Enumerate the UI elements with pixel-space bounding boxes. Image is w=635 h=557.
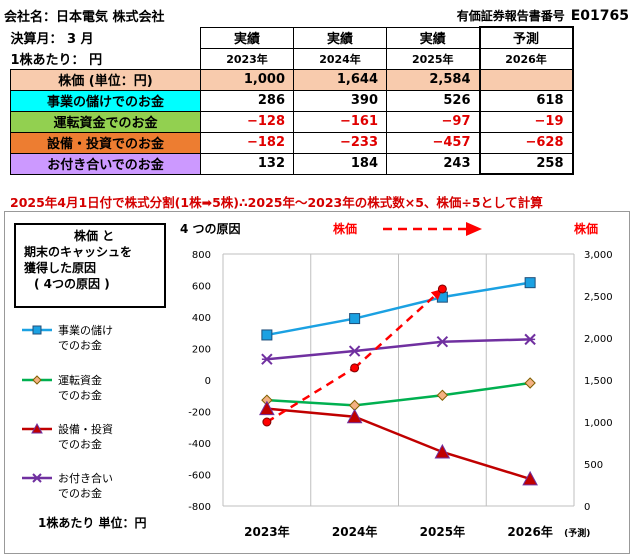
chart-annotations: 4 つの原因 株価 株価: [180, 221, 598, 236]
chart-frame: [4, 211, 630, 554]
x-tick-label: 2026年: [507, 524, 552, 539]
y-tick-label-left: 400: [192, 313, 211, 324]
table-cell: [478, 68, 574, 91]
table-row: お付き合いでのお金 132 184 243 258: [10, 152, 574, 175]
data-point: [261, 329, 273, 341]
data-point: [346, 408, 363, 424]
table-row: 事業の儲けでのお金 286 390 526 618: [10, 89, 574, 112]
col-type: 実績: [200, 26, 294, 49]
table-cell: 1,000: [200, 68, 294, 91]
legend-title-line: 獲得した原因: [24, 261, 97, 275]
row-label: 設備・投資でのお金: [10, 131, 201, 154]
document-id: 有価証券報告書番号 E01765: [457, 7, 629, 24]
table-cell: 132: [200, 152, 294, 175]
table-cell: 258: [478, 152, 574, 175]
row-label: 株価 (単位：円): [10, 68, 201, 91]
legend-marker: [32, 325, 42, 335]
col-year: 2025年: [386, 47, 480, 70]
data-point: [522, 470, 538, 486]
chart-plot: [259, 277, 538, 486]
col-year: 2023年: [200, 47, 294, 70]
table-cell: 243: [386, 152, 480, 175]
series-line: [266, 381, 531, 407]
data-point: [434, 443, 451, 459]
x-tick-label: 2024年: [332, 524, 377, 539]
unit-note: 1株あたり 単位：円: [38, 516, 147, 530]
y-tick-label-right: 0: [584, 502, 590, 513]
per-share-label: 1株あたり： 円: [10, 52, 103, 68]
y-tick-label-left: -400: [188, 439, 211, 450]
table-cell: −19: [478, 110, 574, 133]
x-tick-label: 2023年: [244, 524, 289, 539]
table-cell: −128: [200, 110, 294, 133]
table-row: 株価 (単位：円) 1,000 1,644 2,584: [10, 68, 574, 91]
legend-label: 運転資金: [58, 373, 102, 387]
y-tick-label-left: 800: [192, 250, 211, 261]
price-label: 株価: [333, 221, 357, 236]
financial-table: 決算月： 3 月 実績 実績 実績 予測 1株あたり： 円 2023年 2024…: [10, 26, 574, 175]
price-point: [262, 417, 272, 427]
legend-title-box: 株価 と 期末のキャッシュを 獲得した原因 ( 4つの原因 ): [14, 223, 166, 308]
data-point: [436, 389, 449, 401]
series-line: [266, 338, 531, 361]
legend-label: でのお金: [58, 388, 102, 402]
legend-label: でのお金: [58, 338, 102, 352]
legend-label: 設備・投資: [58, 422, 113, 436]
data-point: [349, 313, 361, 325]
legend-label: でのお金: [58, 437, 102, 451]
row-label: 事業の儲けでのお金: [10, 89, 201, 112]
price-point: [437, 284, 447, 294]
legend-title-line: ( 4つの原因 ): [34, 277, 110, 291]
series-line: [266, 281, 531, 337]
y-tick-label-right: 3,000: [584, 250, 613, 261]
legend-title-line: 期末のキャッシュを: [24, 245, 133, 259]
table-row: 設備・投資でのお金 −182 −233 −457 −628: [10, 131, 574, 154]
y-tick-label-right: 500: [584, 460, 603, 471]
data-point: [259, 400, 275, 416]
x-tick-label: 2025年: [420, 524, 465, 539]
y-tick-label-right: 2,000: [584, 334, 613, 345]
legend-marker: [32, 375, 42, 385]
col-year-forecast: 2026年: [478, 47, 574, 70]
y-tick-label-right: 2,500: [584, 292, 613, 303]
y-tick-label-left: -800: [188, 502, 211, 513]
y-tick-label-left: -600: [188, 471, 211, 482]
y-tick-label-right: 1,000: [584, 418, 613, 429]
price-line: [266, 366, 356, 424]
data-point: [524, 377, 536, 389]
y-tick-label-left: 200: [192, 345, 211, 356]
row-label: お付き合いでのお金: [10, 152, 201, 175]
doc-label: 有価証券報告書番号: [456, 9, 565, 23]
table-cell: 184: [293, 152, 387, 175]
stock-split-note: 2025年4月1日付で株式分割(1株➡5株)∴2025年〜2023年の株式数×5…: [10, 195, 543, 210]
forecast-tag: (予測): [564, 527, 590, 539]
table-cell: 2,584: [386, 68, 480, 91]
y-tick-label-left: -200: [188, 408, 211, 419]
table-cell: 1,644: [293, 68, 387, 91]
legend-label: 事業の儲け: [58, 324, 113, 337]
y-tick-label-right: 1,500: [584, 376, 613, 387]
legend-label: でのお金: [58, 486, 102, 500]
fiscal-month: 決算月： 3 月: [10, 32, 94, 47]
legend-title-line: 株価 と: [74, 229, 115, 243]
y-tick-label-left: 600: [192, 282, 211, 293]
table-cell: 618: [478, 89, 574, 112]
legend-marker: [31, 422, 43, 434]
legend-label: お付き合い: [58, 471, 113, 485]
chart-title: 4 つの原因: [180, 221, 241, 236]
doc-code: E01765: [570, 8, 629, 24]
company-name: 会社名：日本電気 株式会社: [4, 10, 165, 25]
right-axis-label: 株価: [574, 221, 598, 236]
price-point: [350, 363, 360, 373]
chart-grid: [222, 253, 575, 507]
price-line: [353, 288, 444, 369]
y-tick-label-left: 0: [205, 376, 211, 387]
data-point: [524, 277, 536, 289]
price-arrow-head: [466, 222, 482, 236]
chart-axes: 800 600 400 200 0 -200 -400 -600 -800 3,000 2,500 2…: [188, 250, 612, 539]
series-line: [266, 407, 531, 481]
